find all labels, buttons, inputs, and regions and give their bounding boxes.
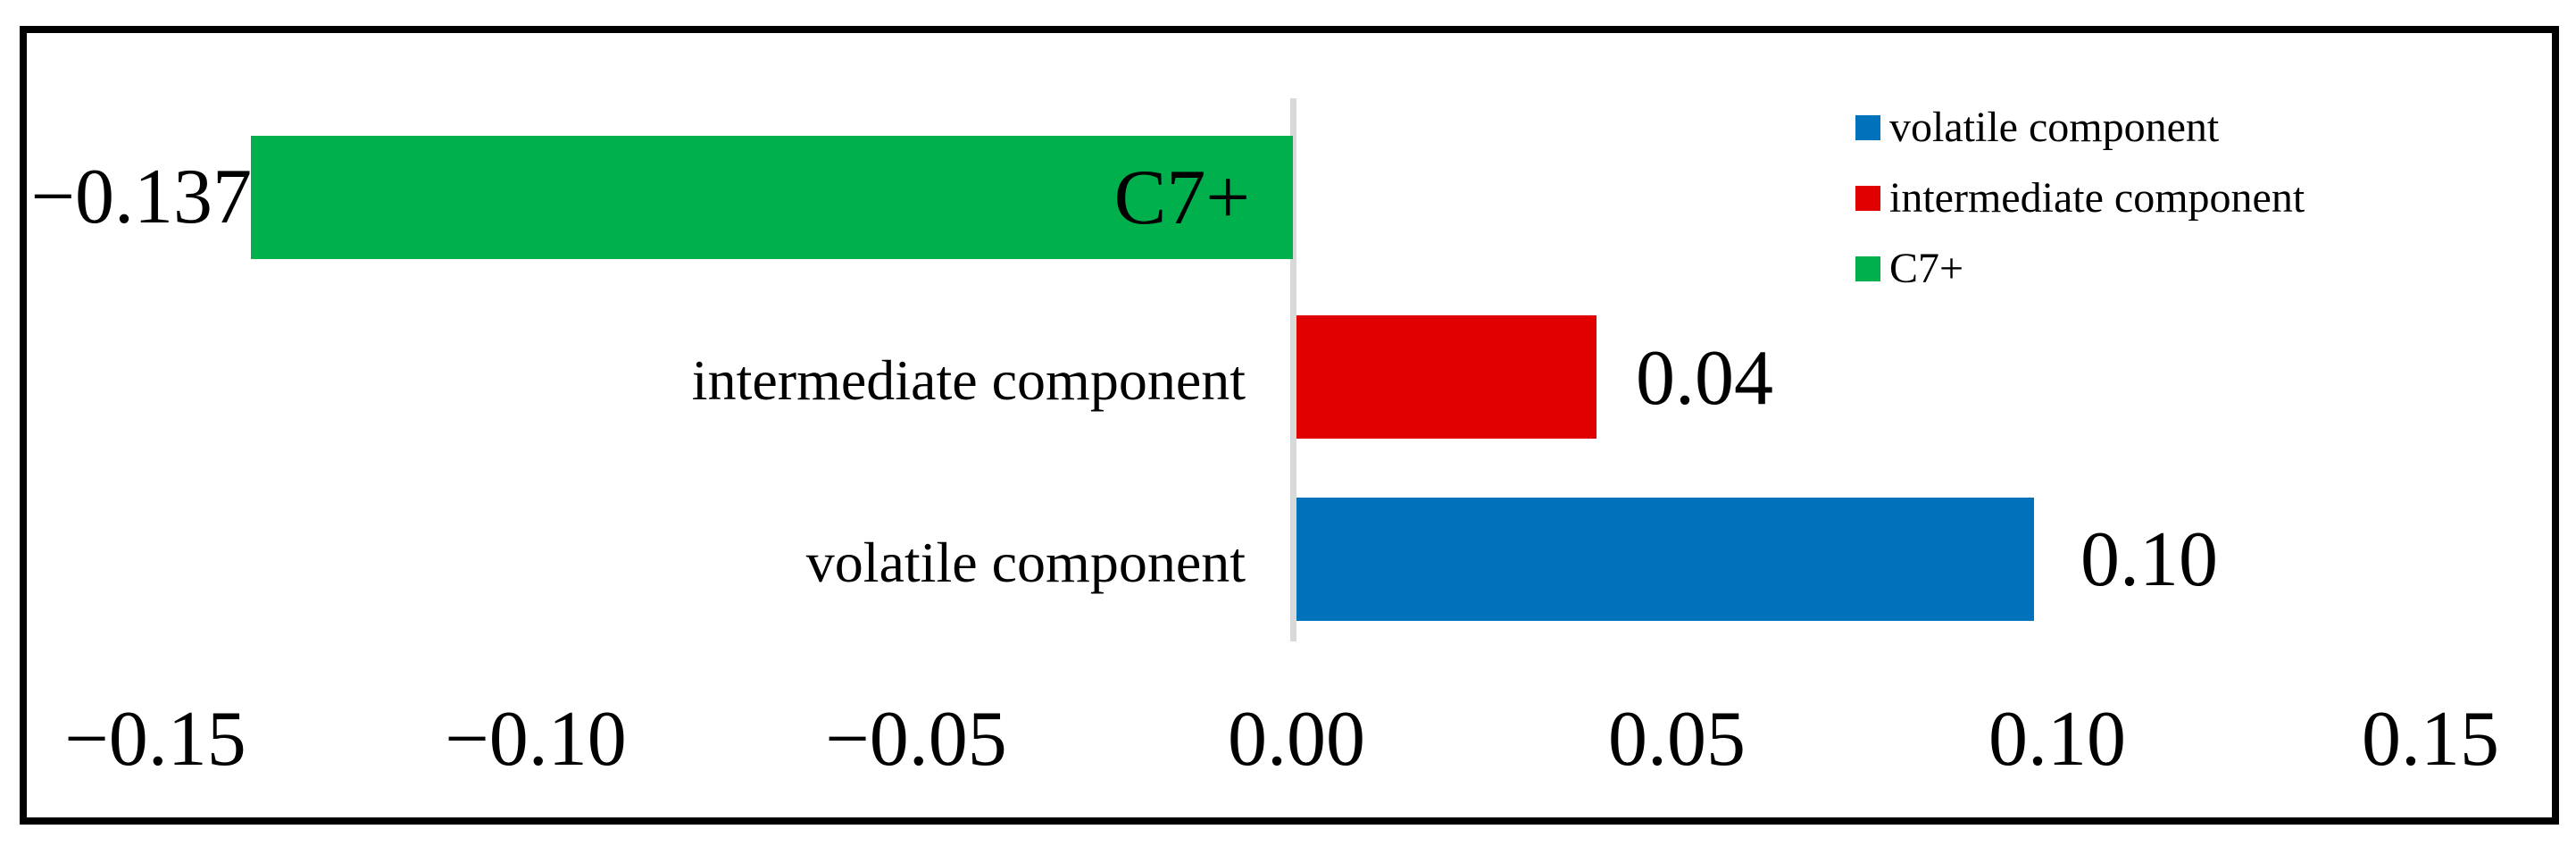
x-tick-label: −0.10 [445, 696, 627, 783]
legend-item-c7plus: C7+ [1855, 247, 2305, 290]
x-tick-label: 0.00 [1228, 696, 1365, 783]
legend-label: volatile component [1889, 104, 2220, 151]
legend-label: C7+ [1889, 245, 1964, 292]
bar-c7plus [251, 136, 1293, 259]
x-tick-label: 0.05 [1608, 696, 1746, 783]
value-label-c7plus: −0.137 [30, 154, 252, 240]
category-label-intermediate-component: intermediate component [691, 348, 1246, 412]
legend-item-intermediate-component: intermediate component [1855, 177, 2305, 220]
value-label-intermediate-component: 0.04 [1636, 335, 1773, 422]
x-tick-label: −0.15 [64, 696, 246, 783]
value-label-volatile-component: 0.10 [2080, 516, 2218, 603]
x-tick-label: 0.15 [2362, 696, 2499, 783]
zero-axis-line [1290, 98, 1296, 641]
legend-swatch-intermediate-component [1855, 186, 1880, 211]
legend: volatile component intermediate componen… [1855, 106, 2305, 326]
bar-volatile-component [1296, 498, 2034, 621]
bar-inner-label-c7plus: C7+ [1113, 155, 1250, 241]
legend-item-volatile-component: volatile component [1855, 106, 2305, 149]
x-tick-label: 0.10 [1988, 696, 2126, 783]
legend-swatch-volatile-component [1855, 115, 1880, 140]
category-label-volatile-component: volatile component [805, 531, 1246, 594]
legend-swatch-c7plus [1855, 256, 1880, 281]
bar-intermediate-component [1296, 315, 1596, 439]
x-tick-label: −0.05 [825, 696, 1007, 783]
legend-label: intermediate component [1889, 174, 2305, 222]
